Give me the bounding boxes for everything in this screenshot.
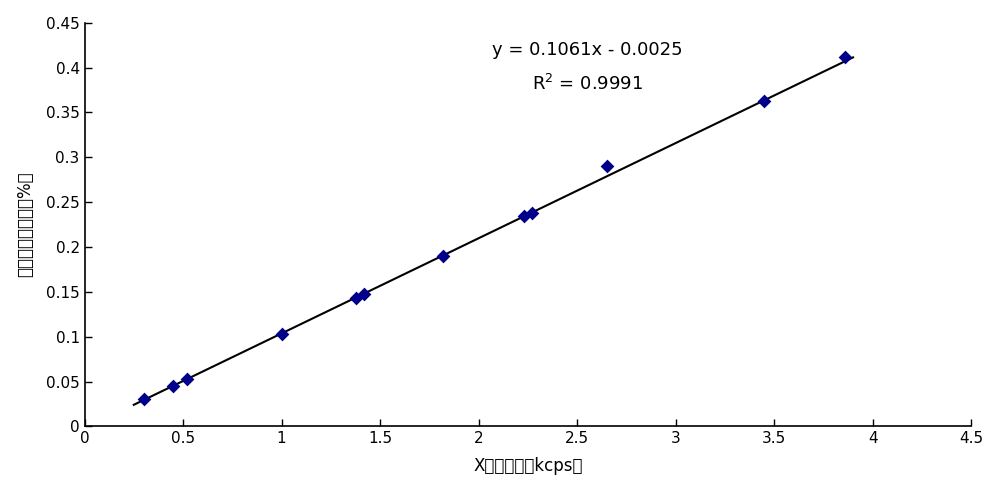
Point (435, 252, 451, 260)
Point (516, 213, 532, 220)
Point (165, 382, 181, 390)
Text: y = 0.1061x - 0.0025: y = 0.1061x - 0.0025 (492, 40, 682, 59)
Point (274, 330, 290, 338)
Point (756, 97, 772, 105)
Point (348, 294, 364, 302)
Point (524, 209, 540, 217)
Point (837, 53, 853, 61)
Point (179, 375, 195, 383)
Y-axis label: 质量百分比含量（%）: 质量百分比含量（%） (17, 172, 35, 277)
Point (356, 290, 372, 298)
Point (136, 396, 152, 403)
Point (599, 162, 615, 170)
Text: R$^2$ = 0.9991: R$^2$ = 0.9991 (532, 74, 643, 94)
X-axis label: X荧光强度（kcps）: X荧光强度（kcps） (473, 458, 583, 475)
